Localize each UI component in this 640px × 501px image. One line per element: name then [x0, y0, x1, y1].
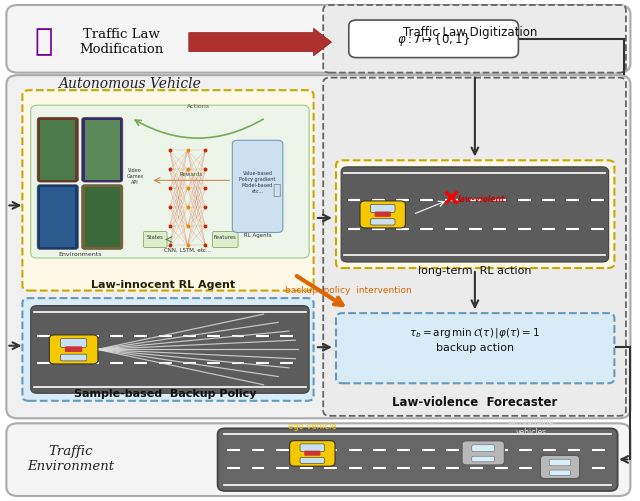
- FancyBboxPatch shape: [323, 78, 626, 416]
- FancyBboxPatch shape: [82, 185, 123, 249]
- FancyBboxPatch shape: [472, 456, 495, 462]
- FancyBboxPatch shape: [37, 185, 79, 249]
- FancyBboxPatch shape: [31, 306, 309, 393]
- Text: long-term  RL action: long-term RL action: [418, 266, 532, 276]
- Text: backup action: backup action: [436, 343, 514, 353]
- FancyBboxPatch shape: [218, 428, 618, 491]
- Text: Actions: Actions: [187, 104, 210, 109]
- FancyBboxPatch shape: [60, 339, 87, 347]
- FancyBboxPatch shape: [65, 346, 83, 352]
- Bar: [40, 187, 76, 247]
- Text: Environments: Environments: [59, 252, 102, 257]
- Text: Law-violence  Forecaster: Law-violence Forecaster: [392, 396, 557, 409]
- Text: Traffic Law
Modification: Traffic Law Modification: [79, 28, 164, 56]
- FancyBboxPatch shape: [336, 160, 614, 268]
- FancyBboxPatch shape: [6, 5, 630, 73]
- FancyBboxPatch shape: [323, 5, 626, 73]
- FancyArrow shape: [189, 28, 332, 56]
- Bar: [85, 120, 120, 180]
- Text: $\tau_b = \arg\min\, \mathcal{C}(\tau)\, |\varphi(\tau)=1$: $\tau_b = \arg\min\, \mathcal{C}(\tau)\,…: [410, 326, 540, 340]
- FancyBboxPatch shape: [82, 117, 123, 182]
- Text: Features: Features: [214, 235, 237, 240]
- FancyBboxPatch shape: [371, 219, 395, 225]
- FancyBboxPatch shape: [371, 204, 395, 212]
- FancyBboxPatch shape: [341, 167, 609, 262]
- Text: Law-innocent RL Agent: Law-innocent RL Agent: [91, 280, 236, 290]
- FancyBboxPatch shape: [462, 441, 504, 465]
- FancyBboxPatch shape: [6, 423, 630, 496]
- Text: backup  policy  intervention: backup policy intervention: [285, 286, 412, 295]
- FancyBboxPatch shape: [232, 140, 283, 232]
- FancyBboxPatch shape: [22, 90, 314, 291]
- FancyBboxPatch shape: [31, 105, 309, 258]
- Text: surrounding
vehicles: surrounding vehicles: [508, 417, 554, 436]
- FancyBboxPatch shape: [540, 455, 580, 478]
- FancyBboxPatch shape: [22, 298, 314, 401]
- Text: Traffic
Environment: Traffic Environment: [27, 445, 114, 473]
- Text: CNN, LSTM, etc...: CNN, LSTM, etc...: [164, 248, 211, 253]
- Text: Rewards: Rewards: [180, 172, 203, 177]
- Text: Autonomous Vehicle: Autonomous Vehicle: [58, 77, 200, 91]
- Text: law-violent: law-violent: [458, 195, 505, 204]
- FancyBboxPatch shape: [212, 231, 238, 247]
- FancyBboxPatch shape: [60, 354, 87, 361]
- FancyBboxPatch shape: [550, 470, 570, 475]
- FancyBboxPatch shape: [300, 457, 324, 463]
- Text: Traffic Law Digitization: Traffic Law Digitization: [403, 26, 538, 39]
- Text: Sample-based  Backup Policy: Sample-based Backup Policy: [74, 389, 257, 399]
- Text: ego vehicle: ego vehicle: [288, 422, 337, 431]
- Text: RL Agents: RL Agents: [244, 233, 271, 238]
- FancyBboxPatch shape: [290, 441, 335, 466]
- FancyBboxPatch shape: [6, 75, 630, 418]
- Text: 🏛: 🏛: [35, 28, 52, 57]
- FancyBboxPatch shape: [550, 459, 570, 466]
- Text: States: States: [147, 235, 164, 240]
- Text: 👤: 👤: [272, 183, 281, 197]
- FancyBboxPatch shape: [49, 335, 98, 364]
- FancyBboxPatch shape: [360, 201, 406, 228]
- Text: Value-based
Policy gradient
Model-based
etc...: Value-based Policy gradient Model-based …: [239, 171, 276, 193]
- FancyBboxPatch shape: [304, 451, 321, 456]
- FancyBboxPatch shape: [143, 231, 167, 247]
- Text: $\varphi:\mathcal{T}\mapsto\{0,1\}$: $\varphi:\mathcal{T}\mapsto\{0,1\}$: [397, 31, 470, 48]
- FancyBboxPatch shape: [336, 313, 614, 383]
- Bar: [85, 187, 120, 247]
- Bar: [40, 120, 76, 180]
- FancyBboxPatch shape: [349, 20, 518, 58]
- FancyBboxPatch shape: [37, 117, 79, 182]
- FancyBboxPatch shape: [374, 211, 391, 217]
- FancyBboxPatch shape: [300, 444, 324, 452]
- Text: Video
Games
API: Video Games API: [127, 168, 143, 185]
- FancyBboxPatch shape: [472, 445, 495, 452]
